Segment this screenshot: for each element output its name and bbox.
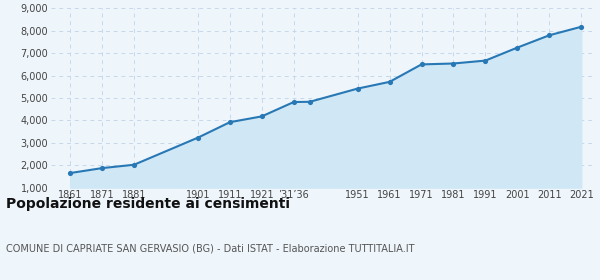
Point <box>353 86 362 91</box>
Point <box>481 58 490 63</box>
Point <box>257 114 266 119</box>
Point <box>417 62 427 67</box>
Point <box>449 61 458 66</box>
Point <box>193 136 203 140</box>
Point <box>129 162 139 167</box>
Text: Popolazione residente ai censimenti: Popolazione residente ai censimenti <box>6 197 290 211</box>
Point <box>577 25 586 29</box>
Point <box>385 80 394 84</box>
Text: COMUNE DI CAPRIATE SAN GERVASIO (BG) - Dati ISTAT - Elaborazione TUTTITALIA.IT: COMUNE DI CAPRIATE SAN GERVASIO (BG) - D… <box>6 244 415 254</box>
Point <box>65 171 75 175</box>
Point <box>512 45 522 50</box>
Point <box>544 33 554 38</box>
Point <box>225 120 235 124</box>
Point <box>305 100 314 104</box>
Point <box>97 166 107 170</box>
Point <box>289 100 299 104</box>
